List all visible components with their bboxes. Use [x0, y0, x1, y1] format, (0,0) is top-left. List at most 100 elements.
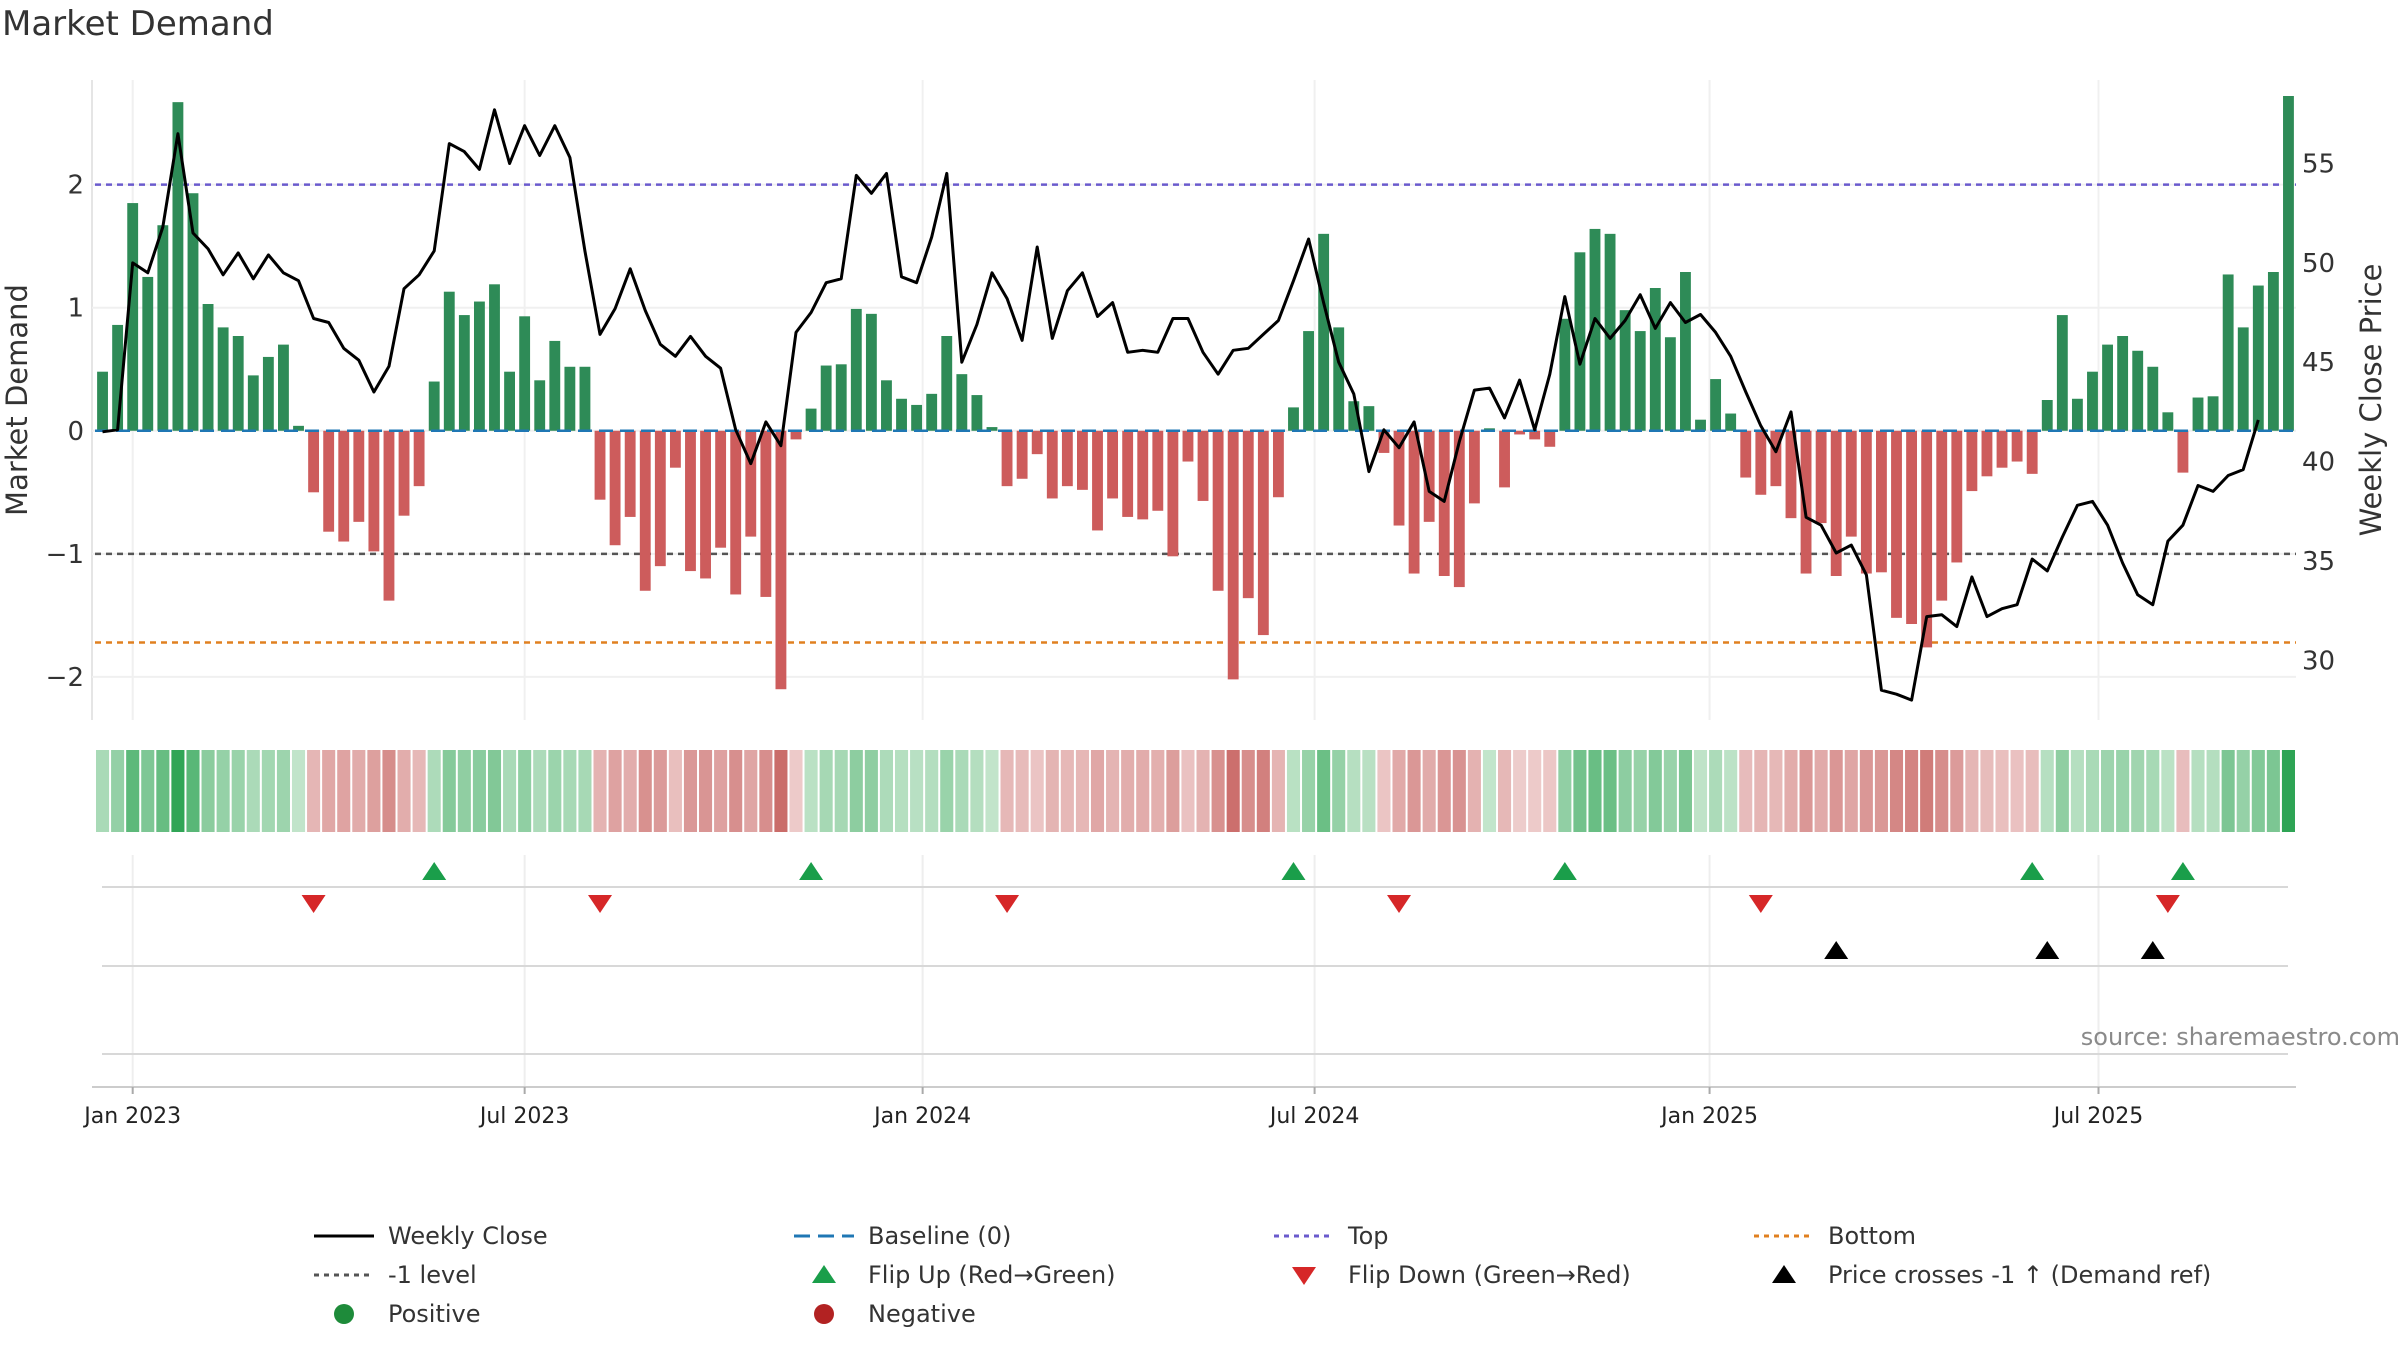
- negative-bar: [383, 430, 395, 601]
- heat-cell-negative: [1437, 750, 1451, 832]
- positive-bar: [142, 276, 154, 431]
- positive-bar: [2071, 398, 2083, 431]
- negative-bar: [1891, 430, 1902, 618]
- heat-cell-negative: [1528, 750, 1542, 832]
- heat-cell-positive: [533, 750, 547, 832]
- negative-bar: [1393, 430, 1405, 526]
- positive-bar: [2117, 336, 2129, 431]
- heat-cell-positive: [2116, 750, 2130, 832]
- positive-bar: [2192, 397, 2204, 431]
- legend-baseline: Baseline (0): [792, 1218, 1011, 1254]
- heat-cell-negative: [1211, 750, 1225, 832]
- positive-bar: [2267, 272, 2279, 431]
- heat-cell-negative: [729, 750, 743, 832]
- negative-bar: [353, 430, 365, 522]
- negative-bar: [760, 430, 772, 597]
- x-tick-label: Jan 2024: [872, 1104, 971, 1129]
- dotted-line-icon: [1274, 1234, 1334, 1238]
- negative-bar: [1996, 430, 2008, 468]
- positive-bar: [2252, 285, 2264, 431]
- dot-icon: [814, 1304, 834, 1324]
- flip-up-marker: [799, 862, 824, 880]
- legend-weekly-close: Weekly Close: [312, 1218, 548, 1254]
- heat-cell-positive: [2040, 750, 2054, 832]
- positive-bar: [2237, 327, 2249, 431]
- negative-bar: [1061, 430, 1073, 487]
- heat-cell-negative: [1965, 750, 1979, 832]
- heat-cell-positive: [1724, 750, 1738, 832]
- heat-cell-negative: [1256, 750, 1270, 832]
- heat-cell-positive: [548, 750, 562, 832]
- heat-cell-positive: [970, 750, 984, 832]
- flip-up-marker: [2020, 862, 2045, 880]
- heat-cell-positive: [925, 750, 939, 832]
- heat-cell-positive: [503, 750, 517, 832]
- positive-bar: [549, 340, 561, 431]
- heat-cell-positive: [291, 750, 306, 832]
- positive-bar: [850, 308, 862, 431]
- heat-cell-positive: [2146, 750, 2160, 832]
- negative-bar: [1499, 430, 1510, 488]
- positive-bar: [232, 336, 244, 431]
- x-tick-label: Jul 2023: [478, 1104, 570, 1129]
- positive-bar: [2283, 96, 2294, 431]
- heat-cell-negative: [1950, 750, 1964, 832]
- heat-cell-positive: [985, 750, 999, 832]
- heat-cell-positive: [1362, 750, 1376, 832]
- positive-bar: [805, 408, 817, 431]
- legend-label: Flip Up (Red→Green): [868, 1261, 1116, 1289]
- heat-cell-negative: [1181, 750, 1195, 832]
- negative-bar: [1921, 430, 1933, 648]
- dashed-line-icon: [794, 1234, 854, 1238]
- legend-label: Positive: [388, 1300, 481, 1328]
- y2-tick-label: 55: [2302, 149, 2335, 179]
- triangle-up-icon: [1772, 1265, 1796, 1283]
- heat-cell-positive: [1482, 750, 1497, 832]
- positive-bar: [926, 393, 938, 431]
- positive-bar: [1695, 419, 1706, 431]
- positive-bar: [971, 395, 983, 431]
- heat-cell-negative: [638, 750, 652, 832]
- x-tick-label: Jan 2023: [82, 1104, 181, 1129]
- positive-bar: [157, 225, 169, 431]
- legend-negative: Negative: [792, 1296, 976, 1332]
- heat-cell-positive: [1618, 750, 1632, 832]
- y-tick-label: 0: [67, 417, 84, 447]
- cross-marker: [2140, 941, 2165, 959]
- heat-cell-negative: [1739, 750, 1753, 832]
- y-tick-label: −1: [46, 540, 84, 570]
- negative-bar: [1770, 430, 1782, 487]
- positive-bar: [202, 304, 214, 431]
- signal-row-gridlines: [102, 855, 2288, 1087]
- legend: Weekly Close Baseline (0) Top Bottom -1 …: [0, 1215, 2400, 1335]
- y-axis-label: Market Demand: [0, 284, 34, 516]
- heat-cell-negative: [653, 750, 667, 832]
- heat-cell-negative: [322, 750, 336, 832]
- heat-cell-negative: [1467, 750, 1481, 832]
- chart-title: Market Demand: [2, 4, 274, 44]
- positive-bar: [112, 324, 124, 431]
- y2-tick-label: 50: [2302, 249, 2335, 279]
- negative-bar: [1981, 430, 1993, 477]
- legend-label: Negative: [868, 1300, 976, 1328]
- heat-cell-positive: [171, 750, 185, 832]
- positive-bar: [896, 398, 907, 431]
- heat-cell-negative: [1106, 750, 1120, 832]
- positive-bar: [278, 344, 289, 431]
- positive-bar: [1589, 228, 1601, 431]
- flip-down-marker: [995, 895, 1020, 913]
- negative-bar: [1453, 430, 1465, 588]
- negative-bar: [1830, 430, 1842, 576]
- heat-cell-positive: [2085, 750, 2100, 832]
- negative-bar: [1529, 430, 1541, 440]
- y2-tick-label: 40: [2302, 448, 2335, 478]
- heat-cell-positive: [111, 750, 125, 832]
- heat-cell-positive: [864, 750, 878, 832]
- heat-cell-positive: [819, 750, 833, 832]
- negative-bar: [1107, 430, 1119, 499]
- cross-marker: [1824, 941, 1849, 959]
- heat-cell-negative: [1271, 750, 1285, 832]
- heat-cell-negative: [1377, 750, 1391, 832]
- negative-bar: [1966, 430, 1978, 492]
- y-tick-label: 1: [67, 294, 84, 324]
